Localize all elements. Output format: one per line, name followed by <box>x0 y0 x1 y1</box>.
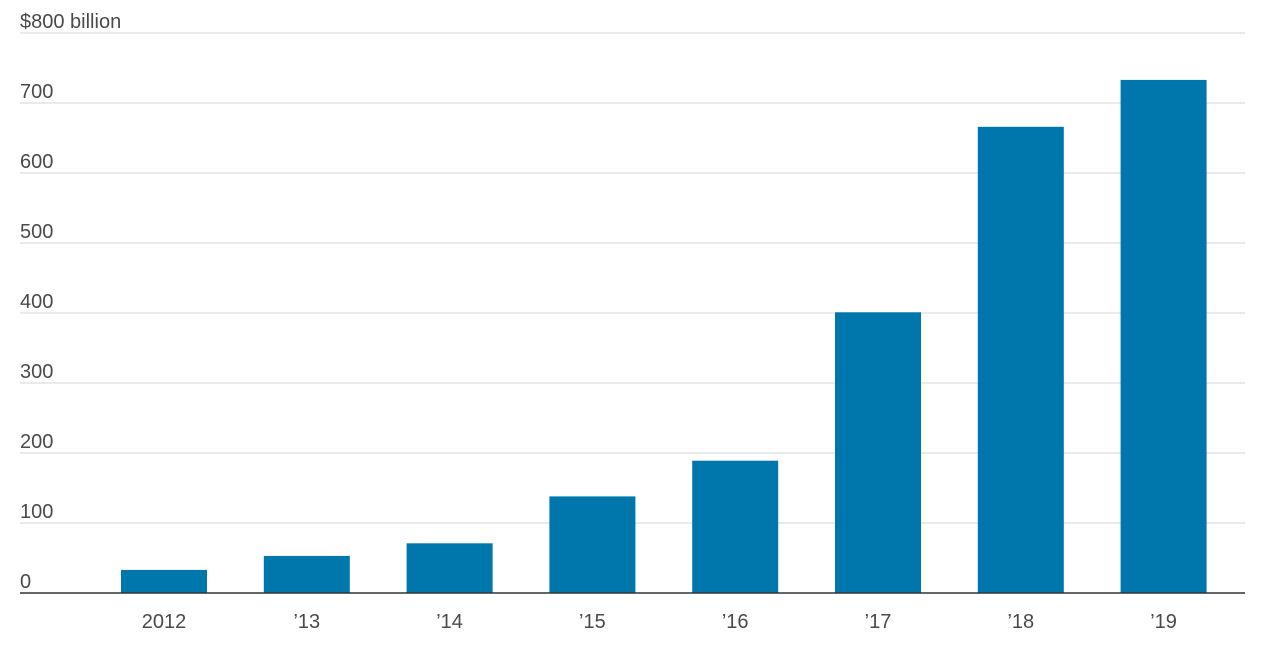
bar-3 <box>549 496 636 593</box>
x-tick-label-0: 2012 <box>142 611 187 633</box>
bar-5 <box>835 312 921 593</box>
bar-0 <box>121 569 207 593</box>
x-tick-label-7: ’19 <box>1150 611 1177 633</box>
x-axis-labels: 2012 ’13 ’14 ’15 ’16 ’17 ’18 ’19 <box>142 611 1177 633</box>
y-tick-label-500: 500 <box>20 221 53 243</box>
bar-2 <box>406 543 493 593</box>
y-tick-label-0: 0 <box>20 571 31 593</box>
x-tick-label-4: ’16 <box>722 611 749 633</box>
x-tick-label-2: ’14 <box>436 611 463 633</box>
gridlines <box>20 32 1245 524</box>
x-tick-label-3: ’15 <box>579 611 606 633</box>
bar-1 <box>263 555 350 593</box>
bar-6 <box>977 126 1064 594</box>
bar-4 <box>692 460 779 593</box>
y-tick-label-100: 100 <box>20 501 53 523</box>
x-tick-label-6: ’18 <box>1007 611 1034 633</box>
x-tick-label-5: ’17 <box>865 611 892 633</box>
x-tick-label-1: ’13 <box>293 611 320 633</box>
y-axis-labels: 0 100 200 300 400 500 600 700 $800 billion <box>20 11 121 593</box>
y-tick-label-700: 700 <box>20 81 53 103</box>
y-tick-label-800: $800 billion <box>20 11 121 33</box>
y-tick-label-300: 300 <box>20 361 53 383</box>
bars <box>121 79 1207 594</box>
y-tick-label-200: 200 <box>20 431 53 453</box>
bar-7 <box>1120 79 1207 593</box>
y-tick-label-600: 600 <box>20 151 53 173</box>
y-tick-label-400: 400 <box>20 291 53 313</box>
